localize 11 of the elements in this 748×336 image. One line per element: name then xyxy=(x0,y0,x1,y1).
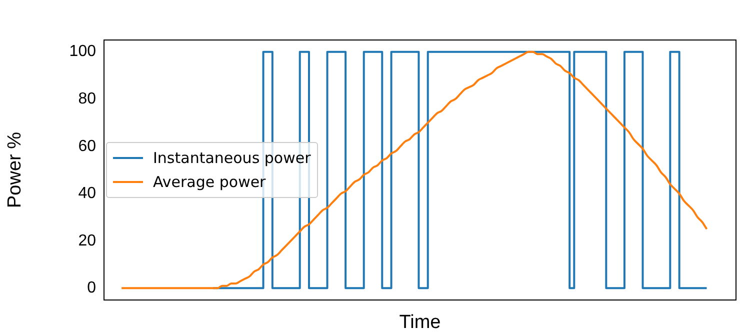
y-tick-label: 40 xyxy=(78,185,96,202)
y-axis-title: Power % xyxy=(4,132,26,208)
y-tick-label: 20 xyxy=(78,232,96,250)
y-tick-label: 60 xyxy=(78,138,96,155)
x-axis-title: Time xyxy=(399,312,441,333)
y-tick-label: 0 xyxy=(87,280,96,297)
y-tick-label: 100 xyxy=(69,43,96,60)
legend-label: Average power xyxy=(153,173,266,191)
y-tick-label: 80 xyxy=(78,90,96,108)
legend-label: Instantaneous power xyxy=(153,149,311,167)
line-series xyxy=(120,50,708,290)
